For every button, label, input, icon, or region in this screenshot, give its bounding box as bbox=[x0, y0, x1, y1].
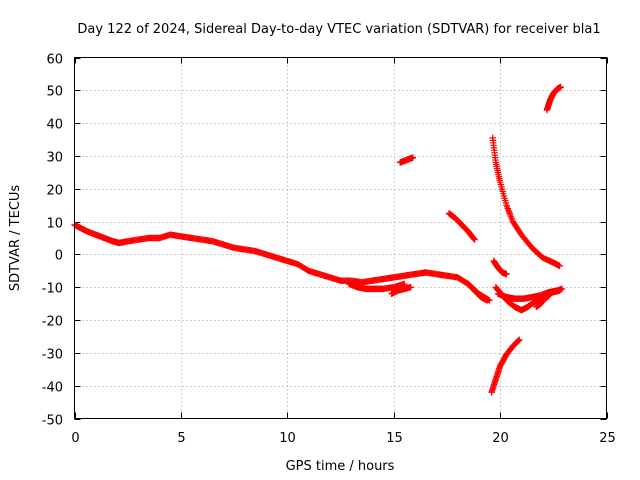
y-tick-label: -30 bbox=[42, 348, 63, 363]
x-tick-label: 15 bbox=[386, 431, 403, 446]
data-point bbox=[558, 285, 566, 293]
data-points bbox=[71, 83, 566, 396]
series-branch-low bbox=[388, 284, 414, 297]
x-tick-label: 5 bbox=[177, 431, 185, 446]
grid bbox=[74, 57, 607, 419]
series-long-descending bbox=[489, 134, 563, 270]
y-tick-label: 30 bbox=[46, 151, 63, 166]
series-top-right-rising bbox=[543, 83, 564, 114]
x-axis-title: GPS time / hours bbox=[286, 459, 395, 474]
data-point bbox=[470, 235, 478, 243]
series-lower-band bbox=[345, 280, 408, 293]
data-point bbox=[514, 337, 522, 345]
data-point bbox=[556, 262, 563, 270]
series-upper-shelf bbox=[494, 285, 566, 302]
y-tick-label: 10 bbox=[46, 217, 63, 232]
x-tick-label: 25 bbox=[599, 431, 616, 446]
series-descending-arc-12 bbox=[445, 210, 478, 243]
data-point bbox=[516, 336, 523, 343]
y-tick-label: -40 bbox=[42, 381, 63, 396]
y-tick-label: 20 bbox=[46, 184, 63, 199]
x-tick-label: 20 bbox=[492, 431, 509, 446]
data-point bbox=[407, 284, 414, 291]
data-point bbox=[484, 297, 491, 304]
y-axis-title: SDTVAR / TECUs bbox=[8, 185, 23, 292]
y-tick-label: -10 bbox=[42, 282, 63, 297]
series-negative-rising bbox=[488, 336, 523, 396]
x-tick-label: 0 bbox=[71, 431, 79, 446]
series-main-band bbox=[71, 221, 493, 304]
plot-frame bbox=[74, 57, 607, 419]
y-tick-label: 60 bbox=[46, 53, 63, 68]
data-point bbox=[545, 292, 553, 299]
series-short-segment-28 bbox=[396, 154, 417, 166]
series-hook-21-9 bbox=[533, 292, 553, 311]
chart-title: Day 122 of 2024, Sidereal Day-to-day VTE… bbox=[77, 22, 600, 37]
y-tick-label: -50 bbox=[42, 414, 63, 429]
y-tick-label: 40 bbox=[46, 118, 63, 133]
series-steep-short bbox=[490, 257, 510, 278]
y-tick-label: 50 bbox=[46, 85, 63, 100]
series-drop-to-19-5 bbox=[464, 280, 491, 304]
y-tick-label: -20 bbox=[42, 315, 63, 330]
y-tick-label: 0 bbox=[55, 249, 63, 264]
data-point bbox=[557, 83, 564, 91]
data-point bbox=[515, 337, 522, 344]
x-tick-label: 10 bbox=[279, 431, 296, 446]
data-point bbox=[471, 236, 478, 243]
data-point bbox=[503, 270, 510, 278]
axis-ticks: -50 -40 -30 -20 -10 0 10 20 30 40 50 60 0 5 10 15 20 25 bbox=[42, 53, 616, 447]
data-point bbox=[409, 154, 417, 161]
